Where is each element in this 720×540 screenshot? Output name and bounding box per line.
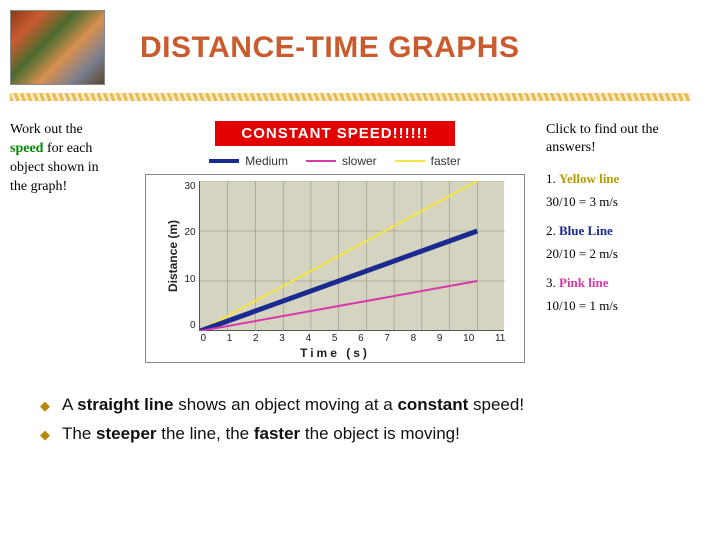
text: The [62,424,96,443]
text: the graph! [10,179,67,194]
title-underline [10,93,690,101]
text: object shown in [10,160,99,175]
x-tick: 9 [437,333,443,344]
x-tick: 5 [332,333,338,344]
x-tick: 1 [227,333,233,344]
text: constant [397,395,468,414]
x-tick: 8 [411,333,417,344]
text: steeper [96,424,156,443]
bullet-list: ◆ A straight line shows an object moving… [0,363,720,449]
x-axis-ticks: 0 1 2 3 4 5 6 7 8 9 10 11 [201,333,506,344]
text: speed! [468,395,524,414]
legend-label: slower [342,154,377,168]
legend-item: slower [306,154,377,168]
y-tick: 30 [184,181,195,192]
text: shows an object moving at a [173,395,397,414]
answers-panel: Click to find out the answers! 1. Yellow… [530,121,690,327]
answer-calc: 20/10 = 2 m/s [546,246,690,263]
bullet-icon: ◆ [40,424,50,449]
y-axis-label: Distance (m) [166,220,180,292]
y-axis-ticks: 30 20 10 0 [184,181,198,331]
y-tick: 0 [184,320,195,331]
y-tick: 10 [184,274,195,285]
legend-swatch [395,160,425,162]
chart-frame: Distance (m) 30 20 10 0 0 1 2 3 4 5 6 7 8 9 10 11 Time… [145,174,525,363]
x-tick: 6 [358,333,364,344]
x-tick: 10 [463,333,474,344]
text: Work out the [10,122,83,137]
text: A [62,395,77,414]
text: the line, the [157,424,254,443]
y-tick: 20 [184,227,195,238]
legend-item: Medium [209,154,288,168]
text: for each [43,141,92,156]
x-axis-label: Time (s) [300,346,370,360]
answer-label: 2. Blue Line [546,223,690,240]
text: straight line [77,395,173,414]
bullet-icon: ◆ [40,395,50,420]
legend-item: faster [395,154,461,168]
answer-label: 1. Yellow line [546,171,690,188]
chart-container: CONSTANT SPEED!!!!!! Mediumslowerfaster … [140,121,530,363]
text: faster [254,424,300,443]
answer-label: 3. Pink line [546,275,690,292]
x-tick: 2 [253,333,259,344]
instruction-note: Work out the speed for each object shown… [10,121,140,197]
answer-calc: 30/10 = 3 m/s [546,194,690,211]
chart-legend: Medium slower faster [140,154,530,168]
legend-label: faster [431,154,461,168]
text: speed [10,141,43,156]
x-tick: 3 [279,333,285,344]
chart-plot [199,181,504,331]
x-tick: 7 [384,333,390,344]
x-tick: 4 [306,333,312,344]
page-title: DISTANCE-TIME GRAPHS [140,31,519,65]
bullet-text: A straight line shows an object moving a… [62,391,524,420]
legend-label: Medium [245,154,288,168]
legend-swatch [306,160,336,162]
header-photo [10,10,105,85]
chart-banner: CONSTANT SPEED!!!!!! [215,121,455,146]
answers-heading[interactable]: Click to find out the answers! [546,121,690,157]
x-tick: 11 [495,333,505,344]
x-tick: 0 [201,333,207,344]
bullet-text: The steeper the line, the faster the obj… [62,420,460,449]
legend-swatch [209,159,239,163]
text: the object is moving! [300,424,460,443]
answer-calc: 10/10 = 1 m/s [546,298,690,315]
